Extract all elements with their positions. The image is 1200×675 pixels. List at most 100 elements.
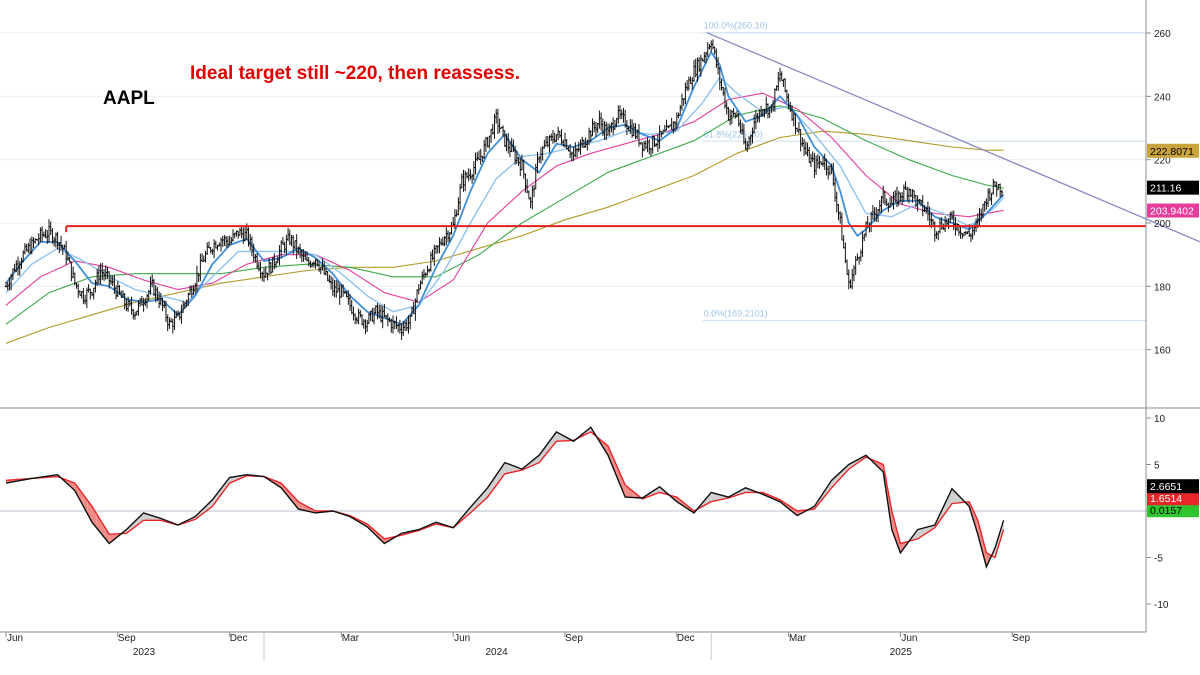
oscillator-fill-segment xyxy=(285,487,290,499)
x-tick-label: Dec xyxy=(677,633,695,644)
moving-average-green xyxy=(5,105,1004,325)
oscillator-fill-segment xyxy=(70,481,75,491)
x-tick-label: Mar xyxy=(342,633,360,644)
oscillator-fill-segment xyxy=(943,497,948,516)
oscillator-fill-segment xyxy=(616,465,621,487)
oscillator-fast-line xyxy=(5,426,1005,569)
oscillator-fill-segment xyxy=(203,504,209,513)
moving-average-blue xyxy=(5,50,1005,326)
oscillator-fill-segment xyxy=(380,535,385,544)
oscillator-fill-segment xyxy=(878,462,884,472)
x-tick-label: Jun xyxy=(7,633,23,644)
oscillator-fill-segment xyxy=(620,475,626,498)
ticker-label: AAPL xyxy=(103,88,155,109)
oscillator-fill-segment xyxy=(612,455,617,477)
oscillator-fill-segment xyxy=(135,517,140,527)
x-tick-label: Sep xyxy=(565,633,583,644)
oscillator-fill-segment xyxy=(835,472,841,484)
oscillator-fill-segment xyxy=(608,445,613,466)
oscillator-fill-segment xyxy=(848,462,854,470)
oscillator-fill-segment xyxy=(891,511,897,542)
oscillator-fill-segment xyxy=(534,455,540,465)
price-value-badge: 222.8071 xyxy=(1150,146,1194,158)
oscillator-fill-segment xyxy=(831,476,836,488)
oscillator-fill-segment xyxy=(715,493,720,501)
price-pane: 100.0%(260.10) 61.8%(225.80) 0.0%(169.2101… xyxy=(4,21,1200,344)
oscillator-fill-segment xyxy=(539,449,544,463)
oscillator-fill-segment xyxy=(500,462,505,480)
oscillator-fill-segment xyxy=(289,492,295,504)
oscillator-fill-segment xyxy=(956,493,961,504)
oscillator-fill-segment xyxy=(560,434,565,442)
x-tick-label: Dec xyxy=(230,633,248,644)
price-value-badge: 203.9402 xyxy=(1150,206,1194,218)
oscillator-fill-segment xyxy=(212,494,217,507)
oscillator-fill-segment xyxy=(225,477,230,489)
price-tick-label: 220 xyxy=(1154,156,1171,167)
price-value-badge-background xyxy=(1147,143,1199,158)
oscillator-fill-segment xyxy=(792,508,798,516)
oscillator-value-badge-background xyxy=(1147,491,1199,506)
oscillator-fill-segment xyxy=(509,464,514,473)
year-label: 2023 xyxy=(133,647,156,658)
x-tick-label: Sep xyxy=(1012,633,1030,644)
oscillator-fill-segment xyxy=(470,502,475,513)
oscillator-fill-segment xyxy=(926,526,931,534)
oscillator-fill-segment xyxy=(711,492,716,502)
oscillator-fill-segment xyxy=(221,483,226,495)
x-tick-label: Sep xyxy=(118,633,136,644)
oscillator-fill-segment xyxy=(629,488,634,498)
x-tick-label: Jun xyxy=(454,633,470,644)
oscillator-fill-segment xyxy=(216,488,221,501)
price-value-badge-background xyxy=(1147,203,1199,218)
oscillator-value-badge: 2.6651 xyxy=(1150,481,1182,493)
year-label: 2024 xyxy=(485,647,508,658)
oscillator-fill-segment xyxy=(294,497,299,510)
price-tick-label: 260 xyxy=(1154,29,1171,40)
fib-level-label: 0.0%(169.2101) xyxy=(704,309,768,319)
oscillator-slow-line xyxy=(5,431,1005,559)
downtrend-line xyxy=(706,32,1200,243)
oscillator-fill-segment xyxy=(109,534,114,544)
price-value-badge-background xyxy=(1147,180,1199,195)
oscillator-fill-segment xyxy=(487,481,492,498)
fib-level-label: 61.8%(225.80) xyxy=(704,129,763,139)
price-tick-label: 200 xyxy=(1154,219,1171,230)
oscillator-tick-label: 5 xyxy=(1154,461,1160,472)
oscillator-value-badge: 0.0157 xyxy=(1150,505,1182,517)
oscillator-fill-segment xyxy=(547,437,553,452)
price-pane-gridlines xyxy=(0,32,1146,351)
oscillator-fill-segment xyxy=(977,520,983,551)
oscillator-tick-label: 10 xyxy=(1154,414,1166,425)
price-tick-label: 180 xyxy=(1154,282,1171,293)
oscillator-fill-segment xyxy=(74,483,80,499)
oscillator-fill-segment xyxy=(552,431,557,447)
oscillator-fill-segment xyxy=(143,512,148,521)
oscillator-fill-segment xyxy=(900,542,905,553)
oscillator-fill-segment xyxy=(676,497,682,505)
oscillator-fill-segment xyxy=(491,475,497,492)
x-tick-label: Mar xyxy=(789,633,807,644)
oscillator-fill-segment xyxy=(504,462,510,474)
oscillator-tick-label: -10 xyxy=(1154,600,1169,611)
moving-average-pink xyxy=(5,92,1004,306)
oscillator-value-badge: 1.6514 xyxy=(1150,493,1182,505)
year-label: 2025 xyxy=(890,647,913,658)
oscillator-fill-segment xyxy=(130,521,135,531)
oscillator-fill-segment xyxy=(827,480,832,494)
price-value-badge: 211.16 xyxy=(1150,183,1181,195)
price-tick-label: 160 xyxy=(1154,346,1171,357)
oscillator-pane xyxy=(5,426,1005,569)
oscillator-fill-segment xyxy=(302,504,307,511)
oscillator-fill-segment xyxy=(982,536,987,567)
oscillator-fill-segment xyxy=(474,497,479,509)
x-tick-label: Jun xyxy=(901,633,917,644)
annotation-text: Ideal target still ~220, then reassess. xyxy=(190,63,520,84)
oscillator-tick-label: -5 xyxy=(1154,554,1163,565)
oscillator-value-badge-background xyxy=(1147,479,1199,494)
oscillator-fill-segment xyxy=(840,468,845,479)
oscillator-fill-segment xyxy=(706,492,712,505)
oscillator-fill-segment xyxy=(281,483,286,494)
